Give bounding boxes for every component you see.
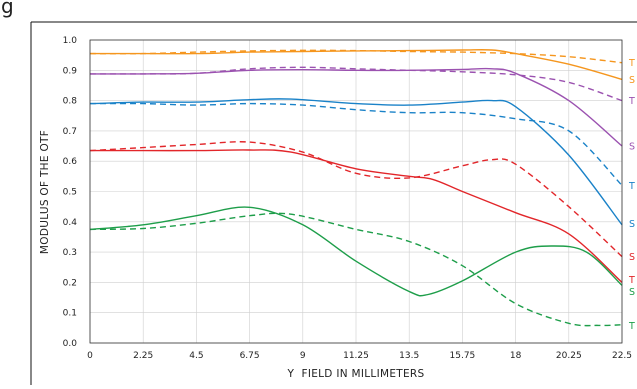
series-end-label: S bbox=[629, 287, 635, 298]
y-tick-label: 0.1 bbox=[63, 309, 77, 319]
x-tick-label: 20.25 bbox=[556, 351, 582, 361]
x-tick-label: 22.5 bbox=[612, 351, 632, 361]
series-end-label: S bbox=[629, 142, 635, 153]
y-tick-label: 0.5 bbox=[63, 188, 77, 198]
series-end-label: T bbox=[628, 96, 635, 107]
x-tick-label: 13.5 bbox=[399, 351, 419, 361]
series-end-label: T bbox=[628, 58, 635, 69]
series-end-label: S bbox=[629, 252, 635, 263]
x-tick-label: 2.25 bbox=[133, 351, 153, 361]
x-tick-label: 11.25 bbox=[343, 351, 369, 361]
plot-area-border bbox=[89, 39, 623, 344]
y-tick-label: 0.8 bbox=[63, 97, 78, 107]
y-tick-label: 1.0 bbox=[63, 36, 78, 46]
series-line bbox=[89, 212, 623, 327]
heading-fragment: g bbox=[1, 0, 14, 18]
x-tick-label: 4.5 bbox=[189, 351, 203, 361]
y-tick-label: 0.9 bbox=[63, 66, 78, 76]
series-end-label: T bbox=[628, 275, 635, 286]
series-line bbox=[89, 102, 623, 186]
series-line bbox=[89, 98, 623, 226]
y-tick-label: 0.6 bbox=[63, 157, 78, 167]
series-end-label: T bbox=[628, 181, 635, 192]
series-end-label: S bbox=[629, 219, 635, 230]
x-tick-labels: 0 2.25 4.5 6.75 9 11.25 13.5 15.75 18 20.25 22.5 bbox=[87, 351, 632, 361]
y-tick-label: 0.0 bbox=[63, 339, 78, 349]
series-line bbox=[89, 149, 623, 283]
series-line bbox=[89, 66, 623, 102]
x-tick-label: 9 bbox=[300, 351, 306, 361]
x-axis-title: Y FIELD IN MILLIMETERS bbox=[287, 368, 425, 380]
y-tick-label: 0.3 bbox=[63, 248, 77, 258]
x-tick-label: 18 bbox=[510, 351, 522, 361]
series-line bbox=[89, 49, 623, 64]
series-line bbox=[89, 206, 623, 297]
y-tick-label: 0.7 bbox=[63, 127, 77, 137]
y-axis-title: MODULUS OF THE OTF bbox=[39, 130, 51, 254]
y-tick-label: 0.2 bbox=[63, 278, 77, 288]
series-line bbox=[89, 141, 623, 258]
y-tick-label: 0.4 bbox=[63, 218, 78, 228]
x-tick-label: 15.75 bbox=[450, 351, 476, 361]
x-tick-label: 0 bbox=[87, 351, 93, 361]
series-end-label: S bbox=[629, 75, 635, 86]
x-tick-label: 6.75 bbox=[240, 351, 260, 361]
y-tick-labels: 0.0 0.1 0.2 0.3 0.4 0.5 0.6 0.7 0.8 0.9 1.0 bbox=[63, 36, 78, 349]
series-group bbox=[89, 49, 623, 327]
series-end-label: T bbox=[628, 321, 635, 332]
